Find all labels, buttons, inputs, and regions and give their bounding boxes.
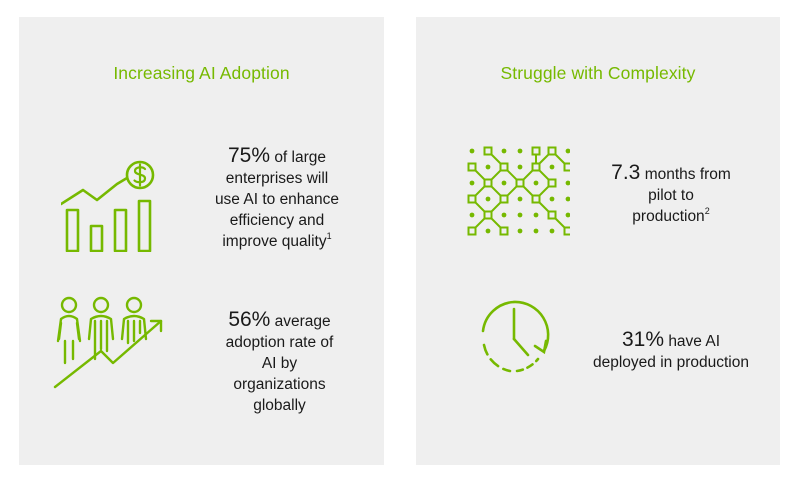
growth-chart-dollar-icon [61, 140, 161, 252]
grid-dot [517, 228, 523, 234]
footnote-marker: 1 [326, 231, 332, 241]
network-node [467, 226, 477, 236]
grid-dot [533, 212, 539, 218]
network-node [467, 162, 477, 172]
grid-dot [501, 180, 507, 186]
grid-dot [549, 196, 555, 202]
network-node [499, 194, 509, 204]
network-node [483, 178, 493, 188]
network-node [499, 162, 509, 172]
network-node [547, 146, 557, 156]
pilot-to-production-stat: 7.3 months from pilot to production2 [611, 161, 731, 225]
grid-dot [501, 212, 507, 218]
grid-dot [485, 164, 491, 170]
increasing-ai-adoption-panel: Increasing AI Adoption 75% of large ente… [19, 17, 384, 465]
network-node [483, 210, 493, 220]
network-node [499, 226, 509, 236]
network-node [563, 162, 570, 172]
grid-dot [485, 228, 491, 234]
panel-title: Increasing AI Adoption [113, 63, 290, 83]
network-line [535, 151, 554, 200]
panel-title: Struggle with Complexity [500, 63, 696, 83]
grid-dot [517, 148, 523, 154]
grid-dot [517, 164, 523, 170]
network-node [467, 194, 477, 204]
enterprise-ai-stat: 75% of large enterprises will use AI to … [214, 144, 340, 250]
adoption-rate-stat: 56% average adoption rate of AI by organ… [225, 308, 334, 414]
grid-dot [469, 148, 475, 154]
network-node [547, 178, 557, 188]
dot-grid-network-icon [466, 145, 570, 241]
network-node [483, 146, 493, 156]
grid-dot [469, 180, 475, 186]
network-node [531, 146, 541, 156]
grid-dot [501, 148, 507, 154]
network-node [547, 210, 557, 220]
stat-value: 31% [621, 328, 664, 351]
grid-dot [533, 180, 539, 186]
footnote-marker: 2 [704, 206, 710, 216]
people-growth-arrow-icon [49, 293, 175, 393]
stat-value: 56% [228, 308, 271, 331]
grid-dot [565, 148, 570, 154]
grid-dot [549, 164, 555, 170]
network-node [563, 226, 570, 236]
deployed-in-production-stat: 31% have AI deployed in production [593, 328, 749, 371]
grid-dot [517, 196, 523, 202]
clock-icon [472, 293, 556, 377]
struggle-with-complexity-panel: Struggle with Complexity 7.3 months from… [416, 17, 780, 465]
grid-dot [517, 212, 523, 218]
grid-dot [533, 228, 539, 234]
grid-dot [469, 212, 475, 218]
grid-dot [549, 228, 555, 234]
network-node [531, 194, 541, 204]
grid-dot [565, 196, 570, 202]
network-node [515, 178, 525, 188]
network-node [531, 162, 541, 172]
stat-value: 75% [227, 144, 270, 167]
stat-value: 7.3 [611, 161, 641, 184]
grid-dot [565, 180, 570, 186]
grid-dot [565, 212, 570, 218]
grid-dot [485, 196, 491, 202]
